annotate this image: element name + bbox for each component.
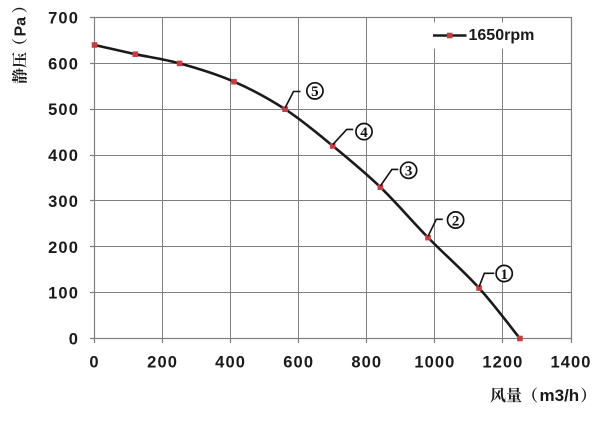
svg-text:700: 700 <box>48 10 79 28</box>
svg-text:0: 0 <box>89 354 99 372</box>
svg-text:600: 600 <box>48 55 79 73</box>
svg-text:400: 400 <box>48 147 79 165</box>
svg-text:0: 0 <box>69 331 79 349</box>
svg-text:1: 1 <box>500 267 508 283</box>
svg-text:200: 200 <box>48 239 79 257</box>
svg-text:200: 200 <box>147 354 178 372</box>
svg-text:Pa: Pa <box>13 17 30 37</box>
svg-text:300: 300 <box>48 193 79 211</box>
svg-text:600: 600 <box>283 354 314 372</box>
svg-text:1400: 1400 <box>550 354 591 372</box>
svg-text:5: 5 <box>311 84 319 100</box>
svg-text:400: 400 <box>215 354 246 372</box>
svg-text:3: 3 <box>405 164 413 180</box>
svg-text:800: 800 <box>351 354 382 372</box>
svg-text:1200: 1200 <box>482 354 523 372</box>
svg-text:m3/h: m3/h <box>540 386 580 405</box>
svg-text:1650rpm: 1650rpm <box>469 27 535 44</box>
svg-text:4: 4 <box>360 125 368 141</box>
svg-text:1000: 1000 <box>414 354 455 372</box>
svg-text:2: 2 <box>452 213 460 229</box>
svg-text:500: 500 <box>48 101 79 119</box>
svg-text:100: 100 <box>48 285 79 303</box>
